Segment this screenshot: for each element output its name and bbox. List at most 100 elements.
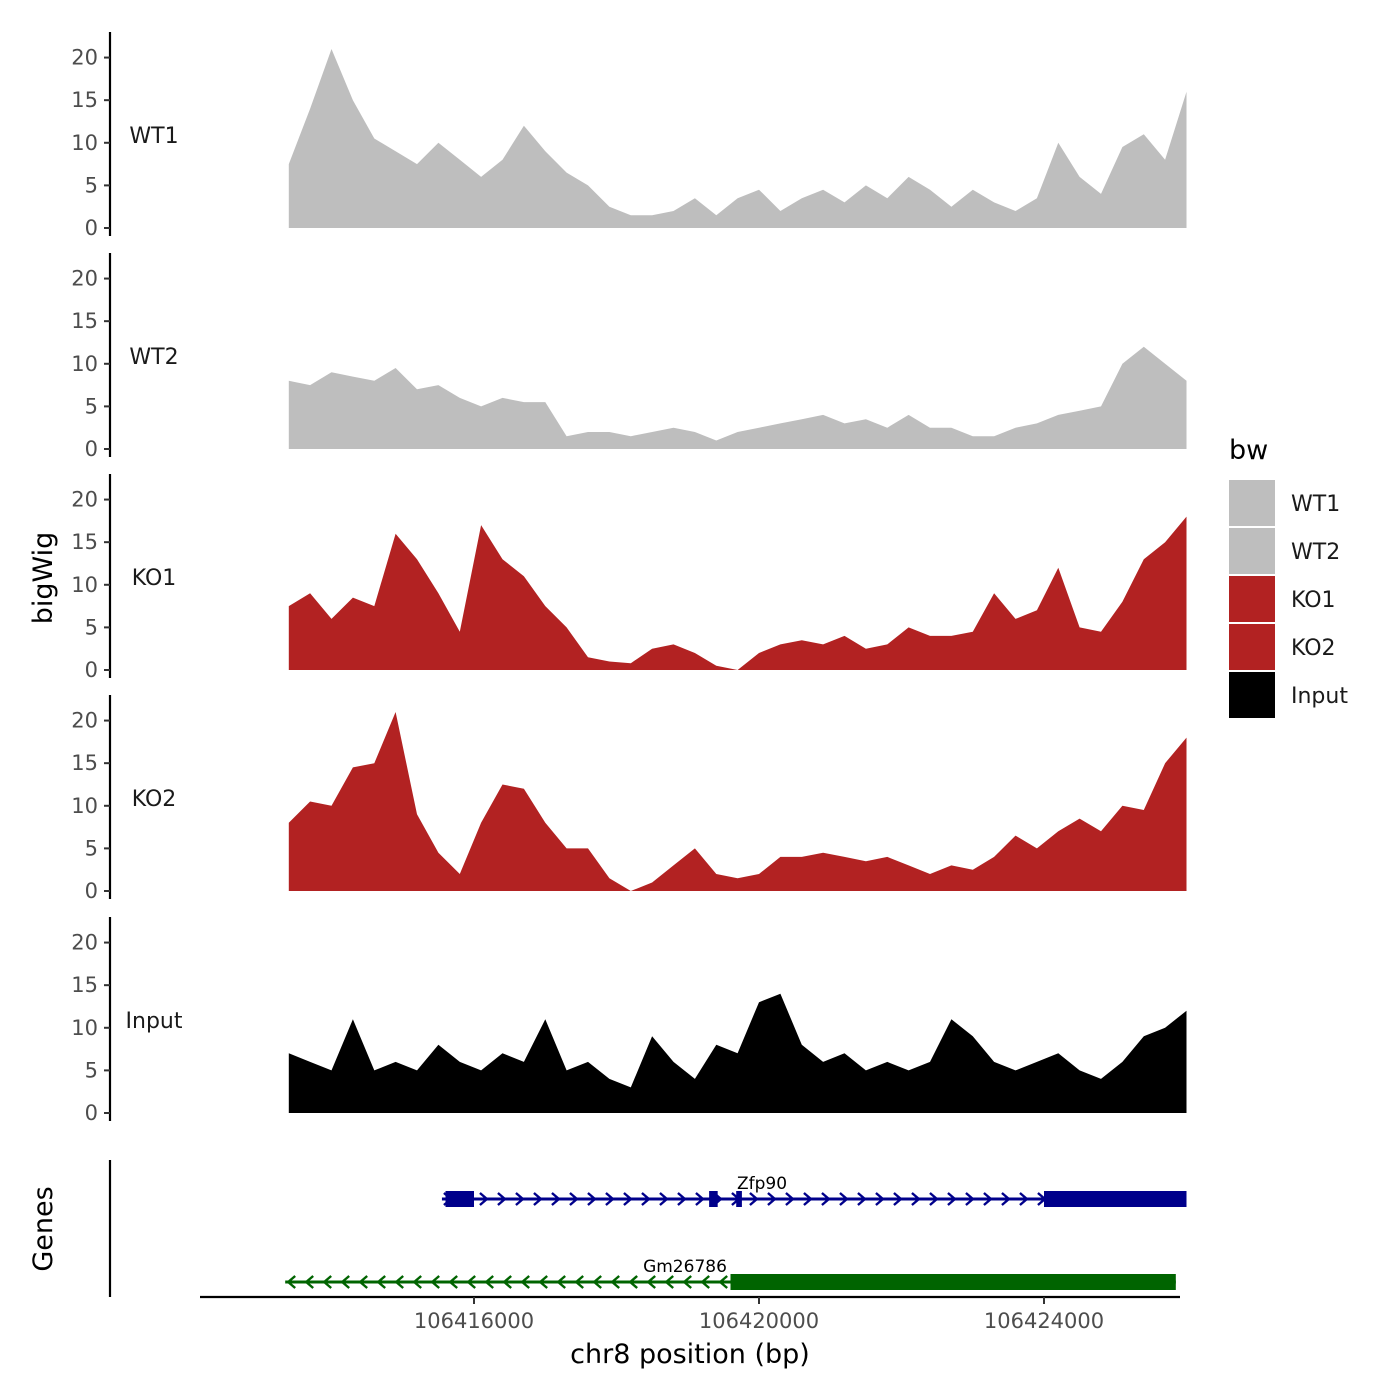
strand-arrow-gm26786 bbox=[664, 1275, 674, 1289]
strand-arrow-zfp90 bbox=[641, 1192, 651, 1206]
strand-arrow-zfp90 bbox=[893, 1192, 903, 1206]
y-tick-label-wt1-0: 0 bbox=[85, 216, 98, 240]
y-tick-label-ko2-5: 5 bbox=[85, 836, 98, 860]
strand-arrow-gm26786 bbox=[304, 1275, 314, 1289]
legend-label-ko2: KO2 bbox=[1291, 636, 1336, 661]
strand-arrow-gm26786 bbox=[430, 1275, 440, 1289]
strand-arrow-gm26786 bbox=[700, 1275, 710, 1289]
legend-swatch-wt1 bbox=[1229, 480, 1275, 526]
y-tick-label-wt2-15: 15 bbox=[71, 309, 98, 333]
strand-arrow-gm26786 bbox=[592, 1275, 602, 1289]
exon-zfp90-1 bbox=[709, 1191, 718, 1207]
y-tick-label-wt1-20: 20 bbox=[71, 46, 98, 70]
exon-zfp90-2 bbox=[736, 1191, 742, 1207]
y-tick-label-ko1-0: 0 bbox=[85, 658, 98, 682]
gene-label-gm26786: Gm26786 bbox=[643, 1257, 727, 1277]
strand-arrow-zfp90 bbox=[821, 1192, 831, 1206]
x-tick-label-0: 106416000 bbox=[414, 1309, 534, 1333]
y-tick-label-input-10: 10 bbox=[71, 1016, 98, 1040]
exon-gm26786-0 bbox=[730, 1274, 1176, 1290]
strand-arrow-gm26786 bbox=[610, 1275, 620, 1289]
gene-gm26786: Gm26786 bbox=[285, 1257, 1176, 1290]
strand-arrow-zfp90 bbox=[569, 1192, 579, 1206]
strand-arrow-zfp90 bbox=[947, 1192, 957, 1206]
y-tick-label-ko1-20: 20 bbox=[71, 488, 98, 512]
x-axis: 106416000 106420000 106424000 bbox=[200, 1295, 1180, 1333]
gene-track: Zfp90 Gm26786 bbox=[108, 1160, 1187, 1297]
strand-arrow-zfp90 bbox=[1001, 1192, 1011, 1206]
strand-arrow-zfp90 bbox=[767, 1192, 777, 1206]
strand-arrow-gm26786 bbox=[466, 1275, 476, 1289]
strand-arrow-zfp90 bbox=[551, 1192, 561, 1206]
strand-arrow-zfp90 bbox=[929, 1192, 939, 1206]
strand-arrow-gm26786 bbox=[286, 1275, 296, 1289]
strand-arrow-zfp90 bbox=[875, 1192, 885, 1206]
strand-arrow-zfp90 bbox=[605, 1192, 615, 1206]
strand-arrow-gm26786 bbox=[484, 1275, 494, 1289]
area-wt1 bbox=[288, 49, 1187, 228]
legend-label-ko1: KO1 bbox=[1291, 588, 1336, 613]
strand-arrow-gm26786 bbox=[646, 1275, 656, 1289]
legend-label-wt2: WT2 bbox=[1291, 540, 1340, 565]
y-tick-label-wt1-15: 15 bbox=[71, 88, 98, 112]
track-label-input: Input bbox=[126, 1009, 183, 1034]
strand-arrow-zfp90 bbox=[479, 1192, 489, 1206]
track-wt2: 0 5 10 15 20 WT2 bbox=[71, 253, 1187, 461]
legend-label-wt1: WT1 bbox=[1291, 492, 1340, 517]
y-axis-title: bigWig bbox=[28, 532, 59, 625]
track-ko1: 0 5 10 15 20 KO1 bbox=[71, 474, 1187, 682]
track-ko2: 0 5 10 15 20 KO2 bbox=[71, 695, 1187, 903]
strand-arrow-zfp90 bbox=[803, 1192, 813, 1206]
strand-arrow-gm26786 bbox=[412, 1275, 422, 1289]
tracks: 0 5 10 15 20 WT1 0 5 10 15 20 WT2 0 5 10 15 20 KO1 0 5 10 15 2… bbox=[71, 32, 1187, 1125]
track-input: 0 5 10 15 20 Input bbox=[71, 917, 1187, 1125]
x-tick-label-1: 106420000 bbox=[699, 1309, 819, 1333]
x-tick-label-2: 106424000 bbox=[984, 1309, 1104, 1333]
strand-arrow-gm26786 bbox=[340, 1275, 350, 1289]
strand-arrow-gm26786 bbox=[682, 1275, 692, 1289]
strand-arrow-zfp90 bbox=[695, 1192, 705, 1206]
strand-arrow-zfp90 bbox=[749, 1192, 759, 1206]
area-input bbox=[288, 993, 1187, 1113]
y-tick-label-input-20: 20 bbox=[71, 931, 98, 955]
strand-arrow-gm26786 bbox=[322, 1275, 332, 1289]
y-tick-label-ko2-15: 15 bbox=[71, 751, 98, 775]
y-tick-label-wt2-5: 5 bbox=[85, 394, 98, 418]
exon-zfp90-0 bbox=[445, 1191, 474, 1207]
strand-arrow-zfp90 bbox=[1019, 1192, 1029, 1206]
area-ko2 bbox=[288, 712, 1187, 891]
strand-arrow-zfp90 bbox=[497, 1192, 507, 1206]
y-tick-label-input-0: 0 bbox=[85, 1101, 98, 1125]
strand-arrow-zfp90 bbox=[515, 1192, 525, 1206]
x-axis-title: chr8 position (bp) bbox=[570, 1339, 810, 1370]
y-tick-label-input-5: 5 bbox=[85, 1058, 98, 1082]
strand-arrow-zfp90 bbox=[911, 1192, 921, 1206]
y-tick-label-wt2-20: 20 bbox=[71, 267, 98, 291]
strand-arrow-gm26786 bbox=[448, 1275, 458, 1289]
strand-arrow-zfp90 bbox=[533, 1192, 543, 1206]
y-tick-label-wt1-10: 10 bbox=[71, 131, 98, 155]
strand-arrow-gm26786 bbox=[574, 1275, 584, 1289]
y-tick-label-ko1-5: 5 bbox=[85, 615, 98, 639]
legend: bw WT1 WT2 KO1 KO2 Input bbox=[1229, 435, 1348, 718]
y-tick-label-ko1-15: 15 bbox=[71, 530, 98, 554]
strand-arrow-zfp90 bbox=[965, 1192, 975, 1206]
area-wt2 bbox=[288, 346, 1187, 449]
legend-swatch-wt2 bbox=[1229, 528, 1275, 574]
strand-arrow-gm26786 bbox=[556, 1275, 566, 1289]
y-tick-label-wt2-10: 10 bbox=[71, 352, 98, 376]
track-label-ko1: KO1 bbox=[132, 566, 177, 591]
gene-zfp90: Zfp90 bbox=[441, 1174, 1187, 1207]
strand-arrow-zfp90 bbox=[587, 1192, 597, 1206]
legend-title: bw bbox=[1229, 435, 1268, 466]
y-tick-label-input-15: 15 bbox=[71, 973, 98, 997]
strand-arrow-zfp90 bbox=[659, 1192, 669, 1206]
legend-label-input: Input bbox=[1291, 684, 1348, 709]
legend-swatch-ko1 bbox=[1229, 576, 1275, 622]
track-label-wt1: WT1 bbox=[129, 124, 178, 149]
strand-arrow-zfp90 bbox=[623, 1192, 633, 1206]
strand-arrow-zfp90 bbox=[983, 1192, 993, 1206]
gene-label-zfp90: Zfp90 bbox=[737, 1174, 787, 1194]
y-tick-label-wt2-0: 0 bbox=[85, 437, 98, 461]
